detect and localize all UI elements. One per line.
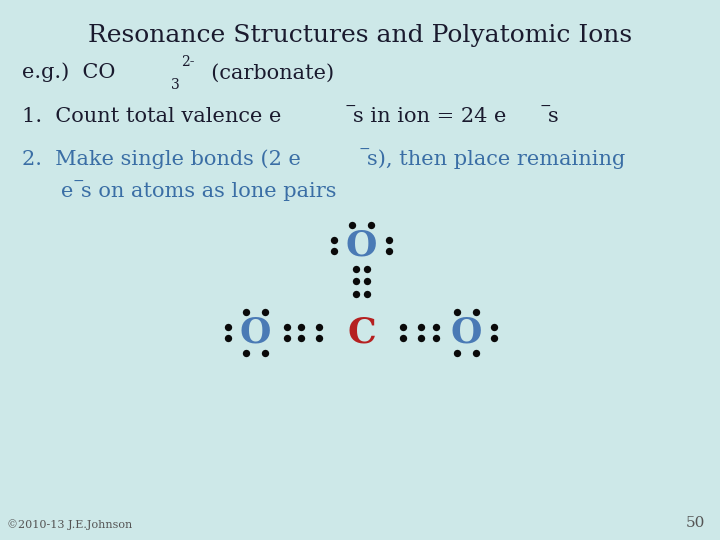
Point bbox=[470, 348, 482, 357]
Text: −: − bbox=[359, 142, 370, 156]
Point bbox=[361, 290, 373, 299]
Point bbox=[488, 322, 500, 331]
Text: e.g.)  CO: e.g.) CO bbox=[22, 63, 115, 82]
Point bbox=[361, 265, 373, 273]
Text: 1.  Count total valence e: 1. Count total valence e bbox=[22, 106, 281, 125]
Point bbox=[240, 348, 252, 357]
Point bbox=[470, 307, 482, 316]
Text: 2.  Make single bonds (2 e: 2. Make single bonds (2 e bbox=[22, 149, 300, 168]
Point bbox=[222, 322, 234, 331]
Point bbox=[240, 307, 252, 316]
Point bbox=[295, 333, 307, 342]
Text: O: O bbox=[451, 315, 482, 349]
Point bbox=[328, 247, 340, 255]
Text: O: O bbox=[240, 315, 271, 349]
Point bbox=[488, 333, 500, 342]
Point bbox=[259, 307, 271, 316]
Text: s: s bbox=[548, 106, 559, 125]
Point bbox=[397, 333, 409, 342]
Point bbox=[350, 265, 361, 273]
Text: (carbonate): (carbonate) bbox=[198, 63, 334, 82]
Point bbox=[383, 236, 395, 245]
Text: s on atoms as lone pairs: s on atoms as lone pairs bbox=[81, 182, 337, 201]
Point bbox=[314, 322, 325, 331]
Text: C: C bbox=[347, 315, 376, 349]
Text: −: − bbox=[73, 174, 84, 188]
Point bbox=[259, 348, 271, 357]
Text: −: − bbox=[344, 99, 356, 113]
Text: s), then place remaining: s), then place remaining bbox=[367, 149, 626, 168]
Point bbox=[365, 221, 377, 230]
Text: −: − bbox=[539, 99, 551, 113]
Point bbox=[451, 348, 463, 357]
Text: 3: 3 bbox=[171, 78, 179, 92]
Point bbox=[430, 333, 441, 342]
Point bbox=[346, 221, 358, 230]
Point bbox=[281, 333, 292, 342]
Text: ©2010-13 J.E.Johnson: ©2010-13 J.E.Johnson bbox=[7, 519, 132, 530]
Point bbox=[314, 333, 325, 342]
Point bbox=[328, 236, 340, 245]
Text: Resonance Structures and Polyatomic Ions: Resonance Structures and Polyatomic Ions bbox=[88, 24, 632, 48]
Point bbox=[222, 333, 234, 342]
Point bbox=[350, 276, 361, 285]
Point bbox=[295, 322, 307, 331]
Point bbox=[430, 322, 441, 331]
Text: 2-: 2- bbox=[181, 56, 195, 70]
Text: 50: 50 bbox=[686, 516, 706, 530]
Text: s in ion = 24 e: s in ion = 24 e bbox=[353, 106, 506, 125]
Point bbox=[350, 290, 361, 299]
Point bbox=[415, 333, 427, 342]
Point bbox=[383, 247, 395, 255]
Text: e: e bbox=[61, 182, 73, 201]
Point bbox=[415, 322, 427, 331]
Point bbox=[451, 307, 463, 316]
Point bbox=[397, 322, 409, 331]
Point bbox=[361, 276, 373, 285]
Point bbox=[281, 322, 292, 331]
Text: O: O bbox=[346, 229, 377, 262]
